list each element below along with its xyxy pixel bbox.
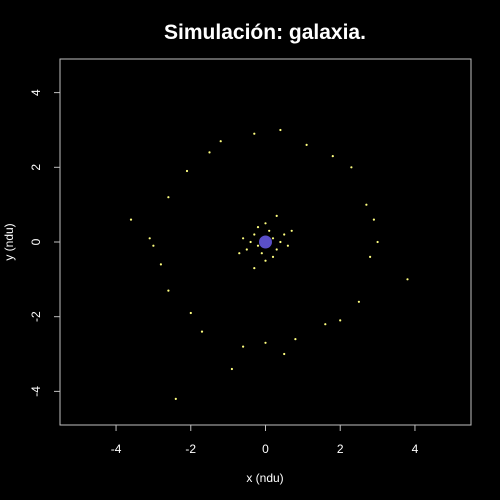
star-point: [406, 278, 409, 281]
star-point: [369, 255, 372, 258]
star-point: [174, 397, 177, 400]
chart-title: Simulación: galaxia.: [164, 21, 366, 44]
x-tick-label: -2: [185, 442, 196, 456]
y-tick-label: -4: [29, 386, 43, 397]
x-axis: -4 -2 0 2 4: [111, 425, 419, 456]
x-tick-label: 2: [337, 442, 344, 456]
x-tick-label: -4: [111, 442, 122, 456]
x-tick-label: 4: [412, 442, 419, 456]
star-point: [129, 218, 133, 221]
star-point: [339, 319, 342, 322]
star-point: [189, 311, 192, 315]
x-tick-label: 0: [262, 442, 269, 456]
star-point: [148, 237, 151, 240]
star-point: [200, 330, 204, 333]
star-point: [275, 214, 278, 217]
star-point: [290, 229, 293, 232]
star-point: [331, 155, 334, 158]
star-point: [253, 267, 256, 270]
star-point: [238, 252, 241, 255]
star-point: [256, 244, 260, 247]
y-axis: -4 -2 0 2 4: [29, 89, 60, 397]
star-point: [305, 143, 308, 146]
star-point: [283, 352, 286, 356]
star-point: [365, 203, 368, 206]
star-point: [249, 240, 252, 244]
star-point: [167, 196, 170, 199]
y-tick-label: 0: [29, 238, 43, 245]
star-point: [167, 289, 170, 292]
star-point: [185, 169, 189, 173]
star-point: [253, 132, 256, 135]
y-tick-label: 4: [29, 89, 43, 96]
star-point: [294, 338, 297, 341]
star-point: [264, 259, 267, 262]
star-point: [152, 244, 155, 247]
star-point: [264, 341, 267, 344]
star-point: [245, 248, 248, 251]
x-axis-label: x (ndu): [246, 471, 283, 485]
star-point: [253, 233, 256, 236]
star-point: [159, 263, 162, 266]
star-point: [264, 222, 267, 225]
star-point: [286, 244, 289, 247]
plot-area: [129, 128, 409, 400]
star-point: [324, 323, 327, 326]
star-point: [283, 233, 286, 236]
star-point: [376, 240, 379, 244]
y-tick-label: 2: [29, 164, 43, 171]
y-tick-label: -2: [29, 311, 43, 322]
star-point: [230, 367, 233, 371]
star-point: [275, 248, 278, 251]
star-point: [271, 237, 275, 240]
star-point: [242, 237, 245, 240]
star-point: [350, 166, 353, 169]
star-point: [372, 218, 375, 221]
star-point: [357, 300, 360, 303]
star-point: [279, 240, 282, 244]
star-point: [271, 255, 275, 258]
star-point: [279, 128, 282, 132]
y-axis-label: y (ndu): [2, 223, 16, 260]
star-point: [268, 229, 271, 232]
star-point: [219, 140, 222, 143]
central-mass-point: [259, 235, 272, 249]
star-point: [242, 345, 245, 348]
star-point: [208, 151, 211, 154]
star-point: [260, 252, 263, 255]
star-point: [256, 226, 260, 229]
